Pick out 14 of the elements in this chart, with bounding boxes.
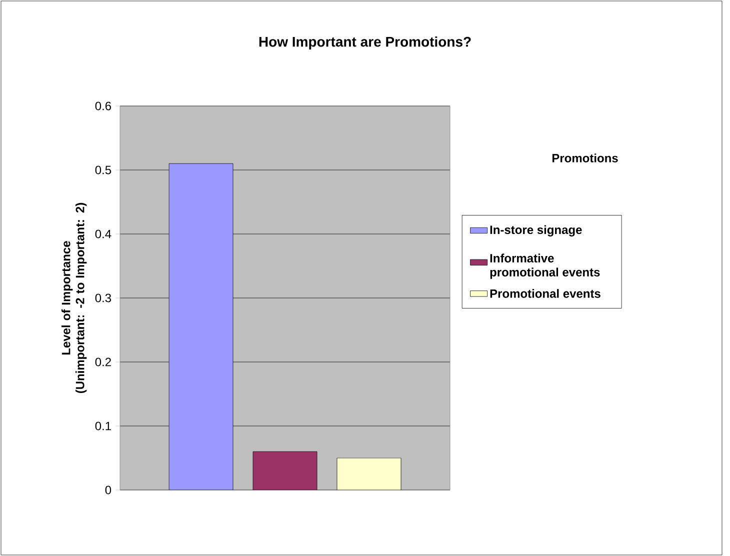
y-tick-label: 0 <box>105 486 112 494</box>
y-tick-label: 0.3 <box>95 294 112 302</box>
legend-label: Promotional events <box>490 289 600 298</box>
legend-label: In-store signage <box>490 225 582 236</box>
y-tick-label: 0.5 <box>95 166 112 174</box>
y-axis-title: Level of Importance (Unimportant: -2 to Important: 2) <box>61 202 87 394</box>
y-tick-label: 0.1 <box>95 422 111 430</box>
y-tick-label: 0.2 <box>95 358 111 366</box>
legend-label: Informative promotional events <box>490 254 600 279</box>
bar <box>336 458 402 490</box>
y-tick-label: 0.6 <box>95 102 112 110</box>
legend-title: Promotions <box>552 154 618 162</box>
y-tick-label: 0.4 <box>95 230 112 238</box>
chart-title: How Important are Promotions? <box>259 36 471 50</box>
